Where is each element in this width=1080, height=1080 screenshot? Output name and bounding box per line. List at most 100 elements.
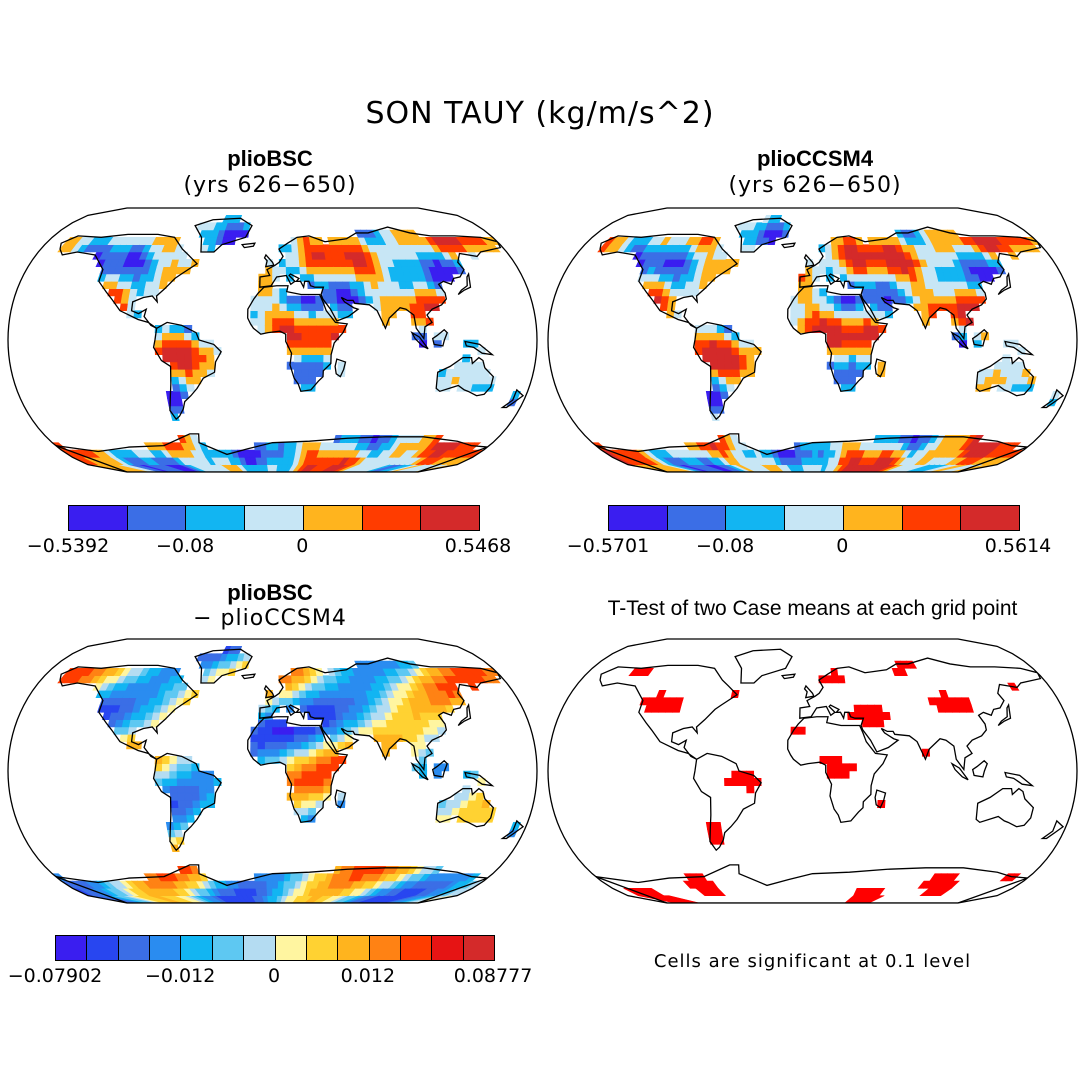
colorbar-swatch — [275, 936, 307, 960]
colorbar-swatch — [421, 506, 480, 530]
coastline-newzealand — [1040, 819, 1065, 840]
coastline-sumatra — [410, 330, 429, 350]
map-field — [51, 646, 521, 903]
map-plio-bsc — [7, 207, 538, 473]
figure-title: SON TAUY (kg/m/s^2) — [365, 96, 715, 131]
map-border — [547, 207, 1078, 473]
coastline-iceland — [240, 673, 257, 680]
coastline-greenland — [734, 217, 793, 253]
coastline-samerica — [152, 752, 222, 852]
coastline-japan — [997, 702, 1012, 727]
coastline-borneo — [431, 328, 449, 347]
coastline-borneo — [971, 328, 989, 347]
colorbar-plio-ccsm4 — [608, 505, 1020, 531]
coastline-australia — [435, 356, 495, 397]
colorbar-swatch — [150, 936, 182, 960]
map-field — [591, 215, 1061, 472]
colorbar-swatch — [961, 506, 1020, 530]
colorbar-swatch — [432, 936, 464, 960]
colorbar-swatch — [463, 936, 495, 960]
coastline-britain — [263, 684, 275, 699]
coastline-sumatra — [410, 761, 429, 781]
colorbar-swatch — [609, 506, 668, 530]
colorbar-swatch — [245, 506, 304, 530]
coastline-africa — [247, 716, 349, 824]
map-field — [51, 215, 521, 472]
coastline-japan — [457, 271, 472, 296]
coastline-africa — [787, 716, 889, 824]
coastline-borneo — [971, 759, 989, 778]
colorbar-swatch — [87, 936, 119, 960]
panel-bsc-subtitle: (yrs 626−650) — [183, 173, 357, 198]
coastline-iceland — [780, 242, 797, 249]
coastline-britain — [803, 253, 815, 268]
significance-note: Cells are significant at 0.1 level — [653, 951, 972, 972]
coastline-namerica — [59, 233, 199, 329]
coastline-britain — [263, 253, 275, 268]
panel-bsc-title: plioBSC — [227, 146, 313, 171]
colorbar-tick-label: −0.08 — [156, 535, 215, 557]
colorbar-swatch — [306, 936, 339, 960]
colorbar-swatch — [118, 936, 151, 960]
colorbar-tick-label: −0.012 — [144, 965, 216, 987]
coastline-eurasia — [259, 226, 502, 341]
coastline-antarctica — [55, 433, 488, 472]
coastline-iceland — [240, 242, 257, 249]
coastline-newzealand — [500, 388, 525, 409]
coastline-antarctica — [55, 864, 488, 903]
panel-diff-subtitle: − plioCCSM4 — [193, 606, 347, 631]
coastline-iceland — [780, 673, 797, 680]
colorbar-tick-label: 0.5468 — [444, 535, 512, 557]
coastline-namerica — [599, 664, 739, 760]
colorbar-swatch — [400, 936, 433, 960]
colorbar-tick-label: 0.08777 — [453, 965, 533, 987]
coastline-newguinea — [1004, 771, 1035, 787]
coastline-eurasia — [799, 657, 1042, 772]
coastline-sumatra — [950, 330, 969, 350]
colorbar-swatch — [726, 506, 786, 530]
coastline-madagascar — [874, 358, 887, 378]
coastlines — [55, 217, 525, 472]
colorbar-difference — [55, 935, 495, 961]
coastline-australia — [435, 787, 495, 828]
coastline-sumatra — [950, 761, 969, 781]
colorbar-swatch — [303, 506, 363, 530]
coastline-africa — [787, 285, 889, 393]
colorbar-swatch — [785, 506, 844, 530]
coastline-namerica — [59, 664, 199, 760]
colorbar-swatch — [186, 506, 246, 530]
coastline-eurasia — [259, 657, 502, 772]
coastline-samerica — [152, 321, 222, 421]
coastline-newzealand — [500, 819, 525, 840]
colorbar-swatch — [902, 506, 962, 530]
coastline-eurasia — [799, 226, 1042, 341]
panel-ttest-title: T-Test of two Case means at each grid po… — [607, 597, 1018, 620]
panel-diff-title: plioBSC — [227, 580, 313, 605]
coastline-newguinea — [464, 771, 495, 787]
coastline-greenland — [734, 648, 793, 684]
coastline-japan — [997, 271, 1012, 296]
coastlines — [55, 648, 525, 903]
colorbar-swatch — [362, 506, 422, 530]
colorbar-tick-label: −0.5392 — [26, 535, 110, 557]
coastline-samerica — [692, 752, 762, 852]
colorbar-swatch — [843, 506, 903, 530]
coastline-newguinea — [1004, 340, 1035, 356]
map-plio-ccsm4 — [547, 207, 1078, 473]
coastline-madagascar — [334, 358, 347, 378]
colorbar-swatch — [369, 936, 401, 960]
colorbar-swatch — [69, 506, 128, 530]
colorbar-tick-label: −0.08 — [696, 535, 755, 557]
coastline-samerica — [692, 321, 762, 421]
coastlines — [595, 217, 1065, 472]
map-border — [7, 207, 538, 473]
coastline-africa — [247, 285, 349, 393]
map-field — [623, 660, 1022, 903]
colorbar-tick-label: 0.5614 — [984, 535, 1052, 557]
coastlines — [595, 648, 1065, 903]
colorbar-swatch — [338, 936, 370, 960]
map-difference — [7, 638, 538, 904]
colorbar-swatch — [127, 506, 187, 530]
coastline-namerica — [599, 233, 739, 329]
map-border — [547, 638, 1078, 904]
